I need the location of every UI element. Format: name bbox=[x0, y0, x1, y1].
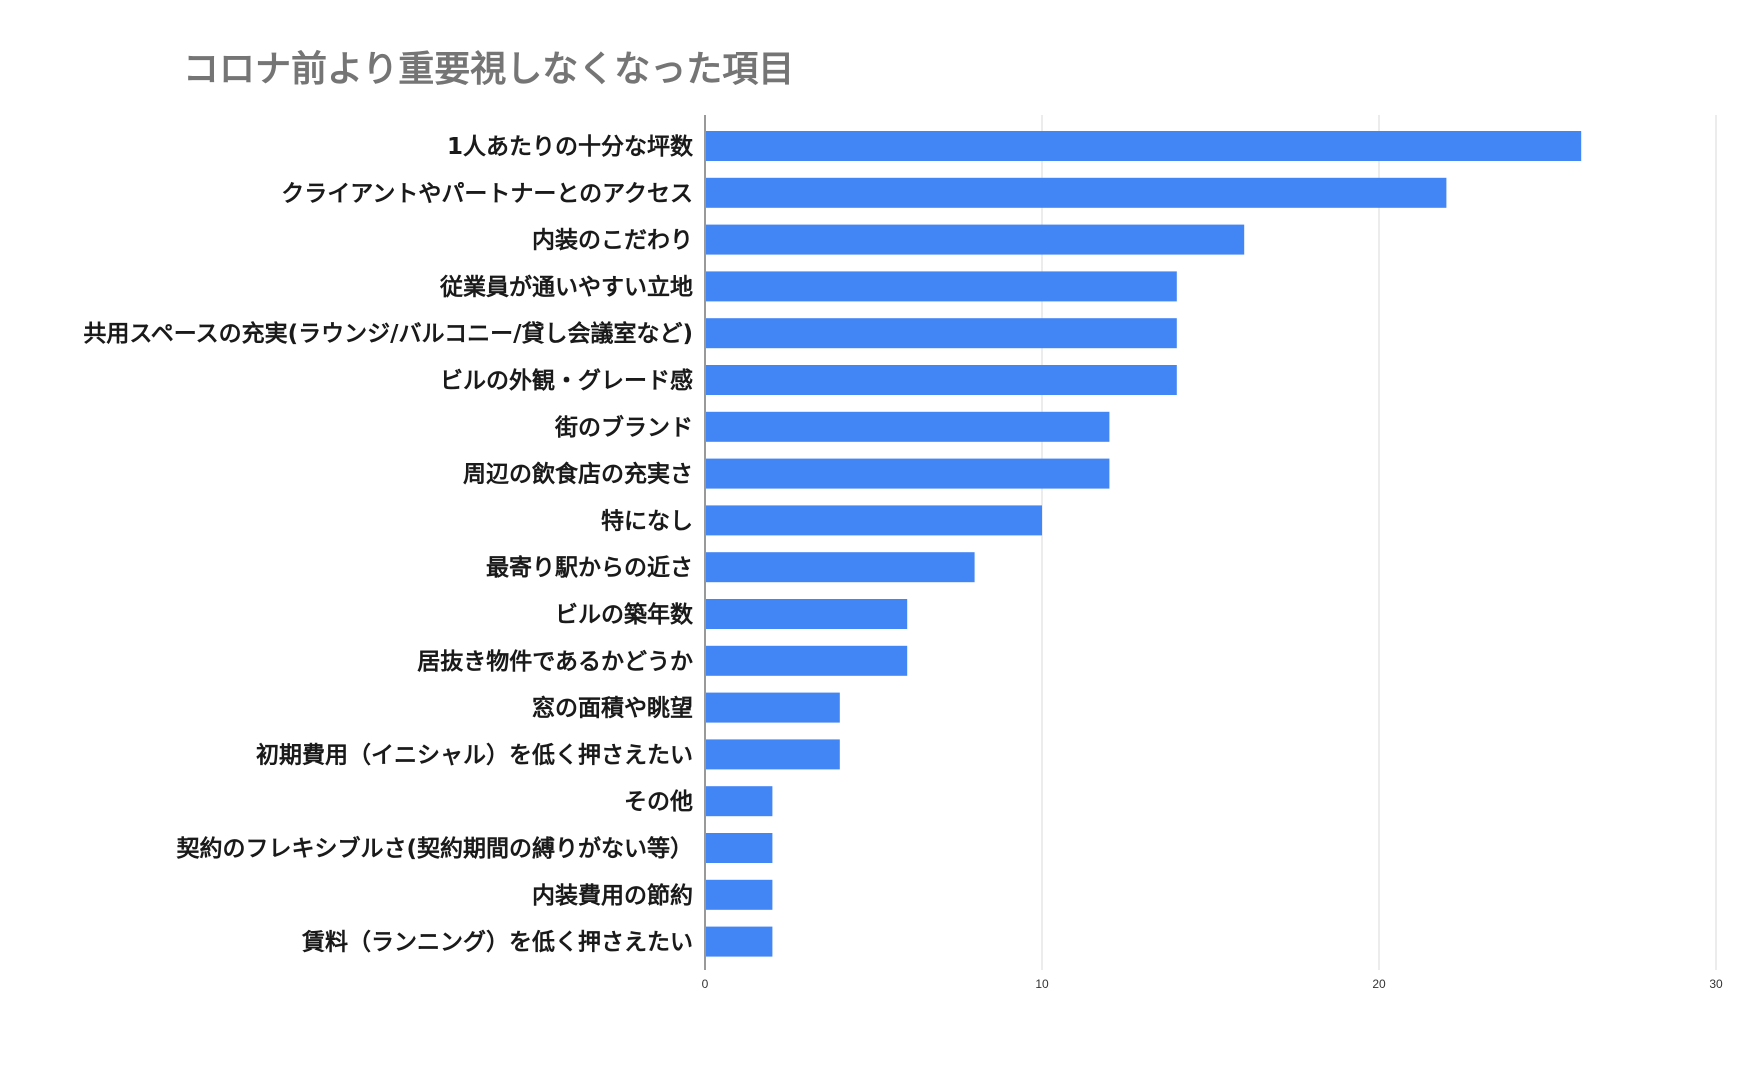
x-tick-label: 30 bbox=[1709, 977, 1723, 991]
category-label: 共用スペースの充実(ラウンジ/バルコニー/貸し会議室など) bbox=[83, 320, 693, 347]
category-label: 居抜き物件であるかどうか bbox=[417, 648, 693, 675]
bar[interactable] bbox=[706, 645, 908, 676]
bar[interactable] bbox=[706, 411, 1110, 442]
category-label: 契約のフレキシブルさ(契約期間の縛りがない等） bbox=[175, 835, 693, 862]
category-label: 最寄り駅からの近さ bbox=[486, 554, 693, 581]
bar[interactable] bbox=[706, 224, 1245, 255]
category-label: ビルの築年数 bbox=[555, 601, 694, 628]
bar[interactable] bbox=[706, 318, 1177, 349]
category-label: ビルの外観・グレード感 bbox=[440, 367, 693, 394]
category-label: 周辺の飲食店の充実さ bbox=[463, 461, 693, 488]
category-label: 内装費用の節約 bbox=[532, 882, 693, 909]
bar[interactable] bbox=[706, 879, 773, 910]
bar[interactable] bbox=[706, 131, 1582, 161]
category-label: 初期費用（イニシャル）を低く押さえたい bbox=[256, 741, 693, 768]
category-label: 街のブランド bbox=[554, 414, 693, 441]
category-label: 従業員が通いやすい立地 bbox=[439, 273, 693, 300]
bar[interactable] bbox=[706, 177, 1447, 208]
bar[interactable] bbox=[706, 599, 908, 629]
bar[interactable] bbox=[706, 365, 1177, 395]
category-label: 内装のこだわり bbox=[532, 228, 693, 254]
bar[interactable] bbox=[706, 786, 773, 817]
bar[interactable] bbox=[706, 458, 1110, 489]
bar[interactable] bbox=[706, 833, 773, 863]
bar-layer bbox=[706, 131, 1582, 957]
category-label: その他 bbox=[624, 789, 693, 815]
x-tick-label: 0 bbox=[702, 977, 709, 991]
category-label: 賃料（ランニング）を低く押さえたい bbox=[301, 929, 693, 956]
chart-title: コロナ前より重要視しなくなった項目 bbox=[183, 49, 795, 90]
category-label: 1人あたりの十分な坪数 bbox=[447, 134, 694, 160]
bar[interactable] bbox=[706, 505, 1042, 536]
bar[interactable] bbox=[706, 552, 975, 583]
x-tick-label: 20 bbox=[1372, 977, 1386, 991]
category-label: クライアントやパートナーとのアクセス bbox=[281, 181, 693, 207]
x-axis-ticks: 0 10 20 30 bbox=[702, 977, 1723, 991]
x-tick-label: 10 bbox=[1035, 977, 1049, 991]
grid-layer bbox=[704, 115, 1717, 970]
category-labels: 1人あたりの十分な坪数クライアントやパートナーとのアクセス内装のこだわり従業員が… bbox=[83, 134, 694, 956]
category-label: 窓の面積や眺望 bbox=[532, 695, 693, 722]
bar[interactable] bbox=[706, 739, 840, 770]
bar[interactable] bbox=[706, 271, 1177, 302]
bar[interactable] bbox=[706, 692, 840, 723]
bar[interactable] bbox=[706, 926, 773, 957]
category-label: 特になし bbox=[601, 508, 693, 534]
